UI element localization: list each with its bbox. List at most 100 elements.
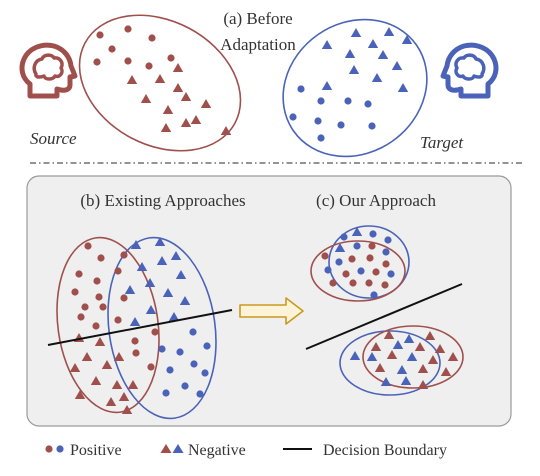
panel-b-source-negative-triangle <box>94 337 106 346</box>
panel-c-source-positive-dot <box>372 268 380 276</box>
panel-a-target-positive-dot <box>314 117 322 125</box>
panel-c-target-negative-triangle <box>351 227 363 236</box>
target-label: Target <box>420 133 464 152</box>
legend-positive-source-dot <box>45 445 53 453</box>
panel-c-target-negative-triangle <box>400 376 412 385</box>
panel-b-target-negative-triangle <box>162 288 174 297</box>
legend: Positive Negative Decision Boundary <box>45 442 447 459</box>
panel-a-source-negative-triangle <box>220 126 232 135</box>
panel-c-target-positive-dot <box>353 242 361 250</box>
panel-a-source-positive-dot <box>124 25 132 33</box>
panel-b-source-positive-dot <box>147 363 155 371</box>
panel-b-target-positive-dot <box>166 366 174 374</box>
panel-a-target-negative-triangle <box>371 73 383 82</box>
legend-negative-label: Negative <box>188 442 246 459</box>
panel-c-target-negative-triangle <box>392 340 404 349</box>
panel-c-source-positive-dot <box>366 254 374 262</box>
panel-c-source-negative-triangle <box>414 342 426 351</box>
panel-c-title: (c) Our Approach <box>316 191 436 210</box>
panel-b-source-positive-dot <box>131 337 139 345</box>
panel-a-source-negative-triangle <box>140 94 152 103</box>
panel-c-source-negative-triangle <box>417 380 429 389</box>
panel-a-source-positive-dot <box>148 34 156 42</box>
panel-c-source-positive-dot <box>349 279 357 287</box>
panel-a-title-line1: (a) Before <box>223 9 292 28</box>
panel-c-target-positive-dot <box>384 236 392 244</box>
panel-c: (c) Our Approach <box>305 191 464 396</box>
panel-c-target-negative-triangle <box>396 365 408 374</box>
panel-b-target-negative-triangle <box>175 270 187 279</box>
panel-b-source-negative-triangle <box>105 397 117 406</box>
panel-c-source-negative-triangle <box>424 331 436 340</box>
panel-a-target-negative-triangle <box>367 39 379 48</box>
panel-a-target-negative-triangle <box>321 81 333 90</box>
panel-b-target-positive-dot <box>203 342 211 350</box>
panel-c-target-negative-triangle <box>406 352 418 361</box>
panel-b-target-negative-triangle <box>124 285 136 294</box>
panel-b-source-positive-dot <box>99 303 107 311</box>
panel-b-source-negative-triangle <box>113 352 125 361</box>
panel-c-target-positive-dot <box>382 248 390 256</box>
panel-a-target-positive-dot <box>337 121 345 129</box>
panel-b-source-positive-dot <box>75 270 83 278</box>
panel-c-source-negative-triangle <box>370 342 382 351</box>
panel-b-source-negative-triangle <box>74 390 86 399</box>
panel-b-target-negative-triangle <box>145 305 157 314</box>
comparison-panel <box>26 175 512 427</box>
panel-a-source-negative-triangle <box>154 74 166 83</box>
panel-b-target-positive-dot <box>181 382 189 390</box>
panel-a-target-positive-dot <box>364 100 372 108</box>
panel-c-source-negative-triangle <box>383 330 395 339</box>
panel-a-target-positive-dot <box>317 97 325 105</box>
panel-c-source-positive-dot <box>348 255 356 263</box>
panel-b-target-positive-dot <box>201 369 209 377</box>
panel-a-source-positive-dot <box>108 45 116 53</box>
panel-b-source-positive-dot <box>132 349 140 357</box>
legend-boundary-label: Decision Boundary <box>323 442 447 459</box>
panel-b-source-positive-dot <box>114 267 122 275</box>
panel-a-source-negative-triangle <box>162 105 174 114</box>
panel-a-target-negative-triangle <box>397 83 409 92</box>
panel-a-source-negative-triangle <box>172 83 184 92</box>
panel-c-source-positive-dot <box>368 242 376 250</box>
panel-b-source-negative-triangle <box>121 405 133 414</box>
panel-a-source-negative-triangle <box>200 99 212 108</box>
source-label: Source <box>30 129 77 148</box>
panel-c-source-positive-dot <box>382 260 390 268</box>
panel-b-target-negative-triangle <box>156 256 168 265</box>
panel-a-source-positive-dot <box>96 31 104 39</box>
panel-c-source-positive-dot <box>321 252 329 260</box>
panel-a-target-positive-dot <box>344 97 352 105</box>
panel-c-target-positive-dot <box>335 258 343 266</box>
panel-b-target-positive-dot <box>158 345 166 353</box>
panel-c-source-positive-dot <box>329 279 337 287</box>
panel-b-source-positive-dot <box>120 251 128 259</box>
panel-c-target-negative-triangle <box>334 243 346 252</box>
panel-a-target-negative-triangle <box>344 49 356 58</box>
panel-c-target-negative-triangle <box>380 377 392 386</box>
target-domain-ellipse <box>282 18 428 158</box>
panel-a-target-negative-triangle <box>350 28 362 37</box>
panel-a-target-positive-dot <box>289 113 297 121</box>
panel-c-positive-source-ellipse <box>310 240 406 302</box>
panel-a-target-negative-triangle <box>391 61 403 70</box>
panel-b-source-positive-dot <box>97 254 105 262</box>
panel-a-source-positive-dot <box>93 58 101 66</box>
panel-c-negative-target-ellipse <box>339 330 441 396</box>
panel-b-target-negative-triangle <box>179 296 191 305</box>
panel-b-target-negative-triangle <box>144 278 156 287</box>
panel-a-target-negative-triangle <box>377 50 389 59</box>
panel-b-points <box>69 237 211 414</box>
panel-b-target-positive-dot <box>162 389 170 397</box>
panel-b-source-positive-dot <box>151 328 159 336</box>
panel-a-target-negative-triangle <box>401 35 413 44</box>
panel-a-title-line2: Adaptation <box>220 35 296 54</box>
panel-c-target-negative-triangle <box>366 352 378 361</box>
panel-b-source-negative-triangle <box>111 380 123 389</box>
panel-b-source-positive-dot <box>120 294 128 302</box>
legend-negative-source-triangle <box>160 444 172 453</box>
panel-a-source-negative-triangle <box>160 123 172 132</box>
panel-a-source-negative-triangle <box>180 118 192 127</box>
panel-b-target-negative-triangle <box>136 262 148 271</box>
